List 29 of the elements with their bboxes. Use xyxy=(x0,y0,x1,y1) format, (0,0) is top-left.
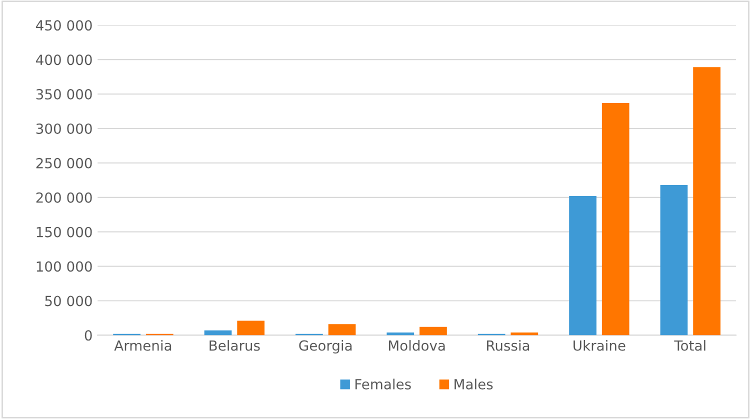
legend-label: Males xyxy=(454,378,493,390)
bar xyxy=(237,320,265,336)
y-tick-label: 450 000 xyxy=(36,20,92,31)
x-tick-label: Total xyxy=(674,340,706,351)
x-tick-label: Ukraine xyxy=(574,340,626,351)
y-tick-label: 300 000 xyxy=(36,123,92,134)
y-tick-label: 250 000 xyxy=(36,158,92,168)
x-tick-label: Russia xyxy=(487,340,530,351)
y-tick-label: 100 000 xyxy=(36,261,92,272)
y-tick-label: 400 000 xyxy=(36,54,92,66)
x-tick-label: Georgia xyxy=(299,340,352,354)
y-tick-label: 50 000 xyxy=(45,296,92,306)
legend-label: Females xyxy=(355,378,411,390)
bar xyxy=(569,196,596,336)
bar xyxy=(602,103,630,336)
y-tick-label: 200 000 xyxy=(36,192,92,203)
y-tick-label: 350 000 xyxy=(36,89,92,100)
bar xyxy=(510,332,538,336)
x-tick-label: Armenia xyxy=(114,340,172,351)
bar xyxy=(386,332,414,336)
bar xyxy=(660,184,688,336)
x-tick-label: Moldova xyxy=(388,340,445,351)
y-tick-label: 0 xyxy=(84,330,92,341)
bar xyxy=(328,324,356,336)
y-tick-label: 150 000 xyxy=(36,226,92,238)
x-tick-label: Belarus xyxy=(210,340,260,351)
bar xyxy=(693,67,720,336)
bar xyxy=(420,326,447,336)
bar xyxy=(204,330,232,336)
